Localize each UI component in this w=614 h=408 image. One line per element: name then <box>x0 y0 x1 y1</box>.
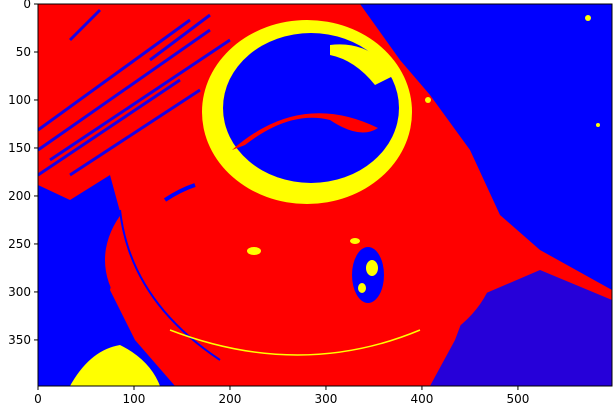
vase-spot-blue <box>352 247 384 303</box>
axes-frame <box>37 3 613 387</box>
yellow-dot-top-right <box>585 15 591 21</box>
vase-contour-left <box>119 209 221 361</box>
y-axis: 0 50 100 150 200 250 300 350 <box>8 0 38 347</box>
y-tick-label: 150 <box>8 141 31 155</box>
vase-contour-bottom <box>169 329 421 356</box>
blue-streaks-top-left <box>38 8 231 177</box>
vase-spot-yellow <box>366 260 378 276</box>
y-tick-label: 50 <box>16 45 31 59</box>
vase-spot-yellow-2 <box>358 283 366 293</box>
y-tick-label: 250 <box>8 237 31 251</box>
vase-inner-red-arc <box>232 113 378 150</box>
image-area <box>38 4 612 386</box>
yellow-patch-bottom-left <box>70 345 160 386</box>
x-axis: 0 100 200 300 400 500 <box>34 386 529 406</box>
y-tick-label: 0 <box>23 0 31 11</box>
vase-spot-yellow-top <box>350 238 360 244</box>
x-tick-label: 500 <box>506 392 529 406</box>
y-tick-label: 200 <box>8 189 31 203</box>
vase-spot-yellow-left <box>247 247 261 255</box>
x-tick-label: 300 <box>315 392 338 406</box>
y-tick-label: 100 <box>8 93 31 107</box>
blue-region-bottom-left <box>38 175 175 386</box>
y-tick-label: 350 <box>8 333 31 347</box>
yellow-dot-right <box>596 123 600 127</box>
rim-highlight <box>330 44 395 85</box>
x-tick-label: 100 <box>123 392 146 406</box>
x-tick-label: 0 <box>34 392 42 406</box>
yellow-dot-rim-right <box>425 97 431 103</box>
x-tick-label: 200 <box>219 392 242 406</box>
vase-opening-blue <box>223 33 399 183</box>
blue-region-top-right <box>360 4 612 290</box>
x-tick-label: 400 <box>410 392 433 406</box>
y-tick-label: 300 <box>8 285 31 299</box>
vase-shadow-left <box>163 183 196 202</box>
vase-body <box>105 145 495 375</box>
